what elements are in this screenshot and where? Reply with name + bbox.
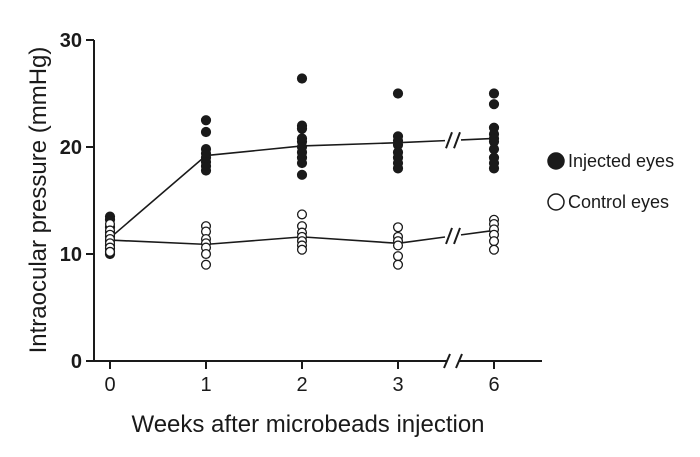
data-point — [296, 73, 308, 84]
data-point — [392, 163, 404, 174]
y-tick-label: 10 — [60, 244, 82, 266]
data-point — [392, 251, 404, 262]
mean-line — [397, 139, 446, 144]
series-layer — [104, 73, 500, 270]
data-point — [488, 99, 500, 110]
mean-line — [397, 236, 446, 245]
data-point — [392, 259, 404, 270]
x-axis-break-mark — [443, 353, 451, 369]
control-eyes-series — [104, 209, 500, 270]
data-point — [200, 259, 212, 270]
mean-line — [109, 141, 399, 239]
y-tick-label: 20 — [60, 137, 82, 159]
x-tick-label: 3 — [392, 374, 403, 396]
data-point — [296, 169, 308, 180]
data-point — [200, 165, 212, 176]
injected-eyes-series — [104, 73, 500, 260]
x-axis-title: Weeks after microbeads injection — [131, 411, 484, 438]
data-point — [488, 144, 500, 155]
line-break-mark — [445, 131, 453, 149]
data-point — [200, 126, 212, 138]
data-point — [488, 244, 500, 255]
mean-line — [460, 137, 495, 141]
legend-marker-control — [547, 193, 565, 211]
data-point — [488, 236, 500, 247]
legend: Injected eyes Control eyes — [547, 151, 674, 212]
data-point — [104, 246, 116, 257]
data-point — [296, 209, 308, 220]
y-axis-title: Intraocular pressure (mmHg) — [25, 47, 52, 354]
x-axis: 0 1 2 3 6 — [94, 353, 542, 396]
data-point — [296, 123, 308, 134]
data-point — [488, 163, 500, 174]
legend-marker-injected — [547, 152, 565, 170]
data-point — [488, 88, 500, 99]
y-tick-label: 0 — [71, 351, 82, 373]
line-break-mark — [445, 227, 453, 245]
data-point — [200, 248, 212, 260]
x-tick-label: 6 — [488, 374, 499, 396]
data-point — [200, 115, 212, 126]
data-point — [392, 88, 404, 99]
y-tick-label: 30 — [60, 30, 82, 52]
data-point — [296, 157, 308, 169]
x-axis-break-mark — [455, 353, 463, 369]
data-point — [392, 240, 404, 251]
line-break-mark — [453, 131, 461, 149]
x-tick-label: 1 — [200, 374, 211, 396]
y-axis: 0 10 20 30 — [60, 30, 95, 373]
x-tick-label: 2 — [296, 374, 307, 396]
mean-line — [109, 236, 399, 246]
legend-label: Injected eyes — [568, 151, 674, 171]
line-break-mark — [453, 227, 461, 245]
x-tick-label: 0 — [104, 374, 115, 396]
legend-label: Control eyes — [568, 192, 669, 212]
data-point — [296, 244, 308, 255]
mean-line — [460, 229, 495, 236]
data-point — [392, 222, 404, 233]
